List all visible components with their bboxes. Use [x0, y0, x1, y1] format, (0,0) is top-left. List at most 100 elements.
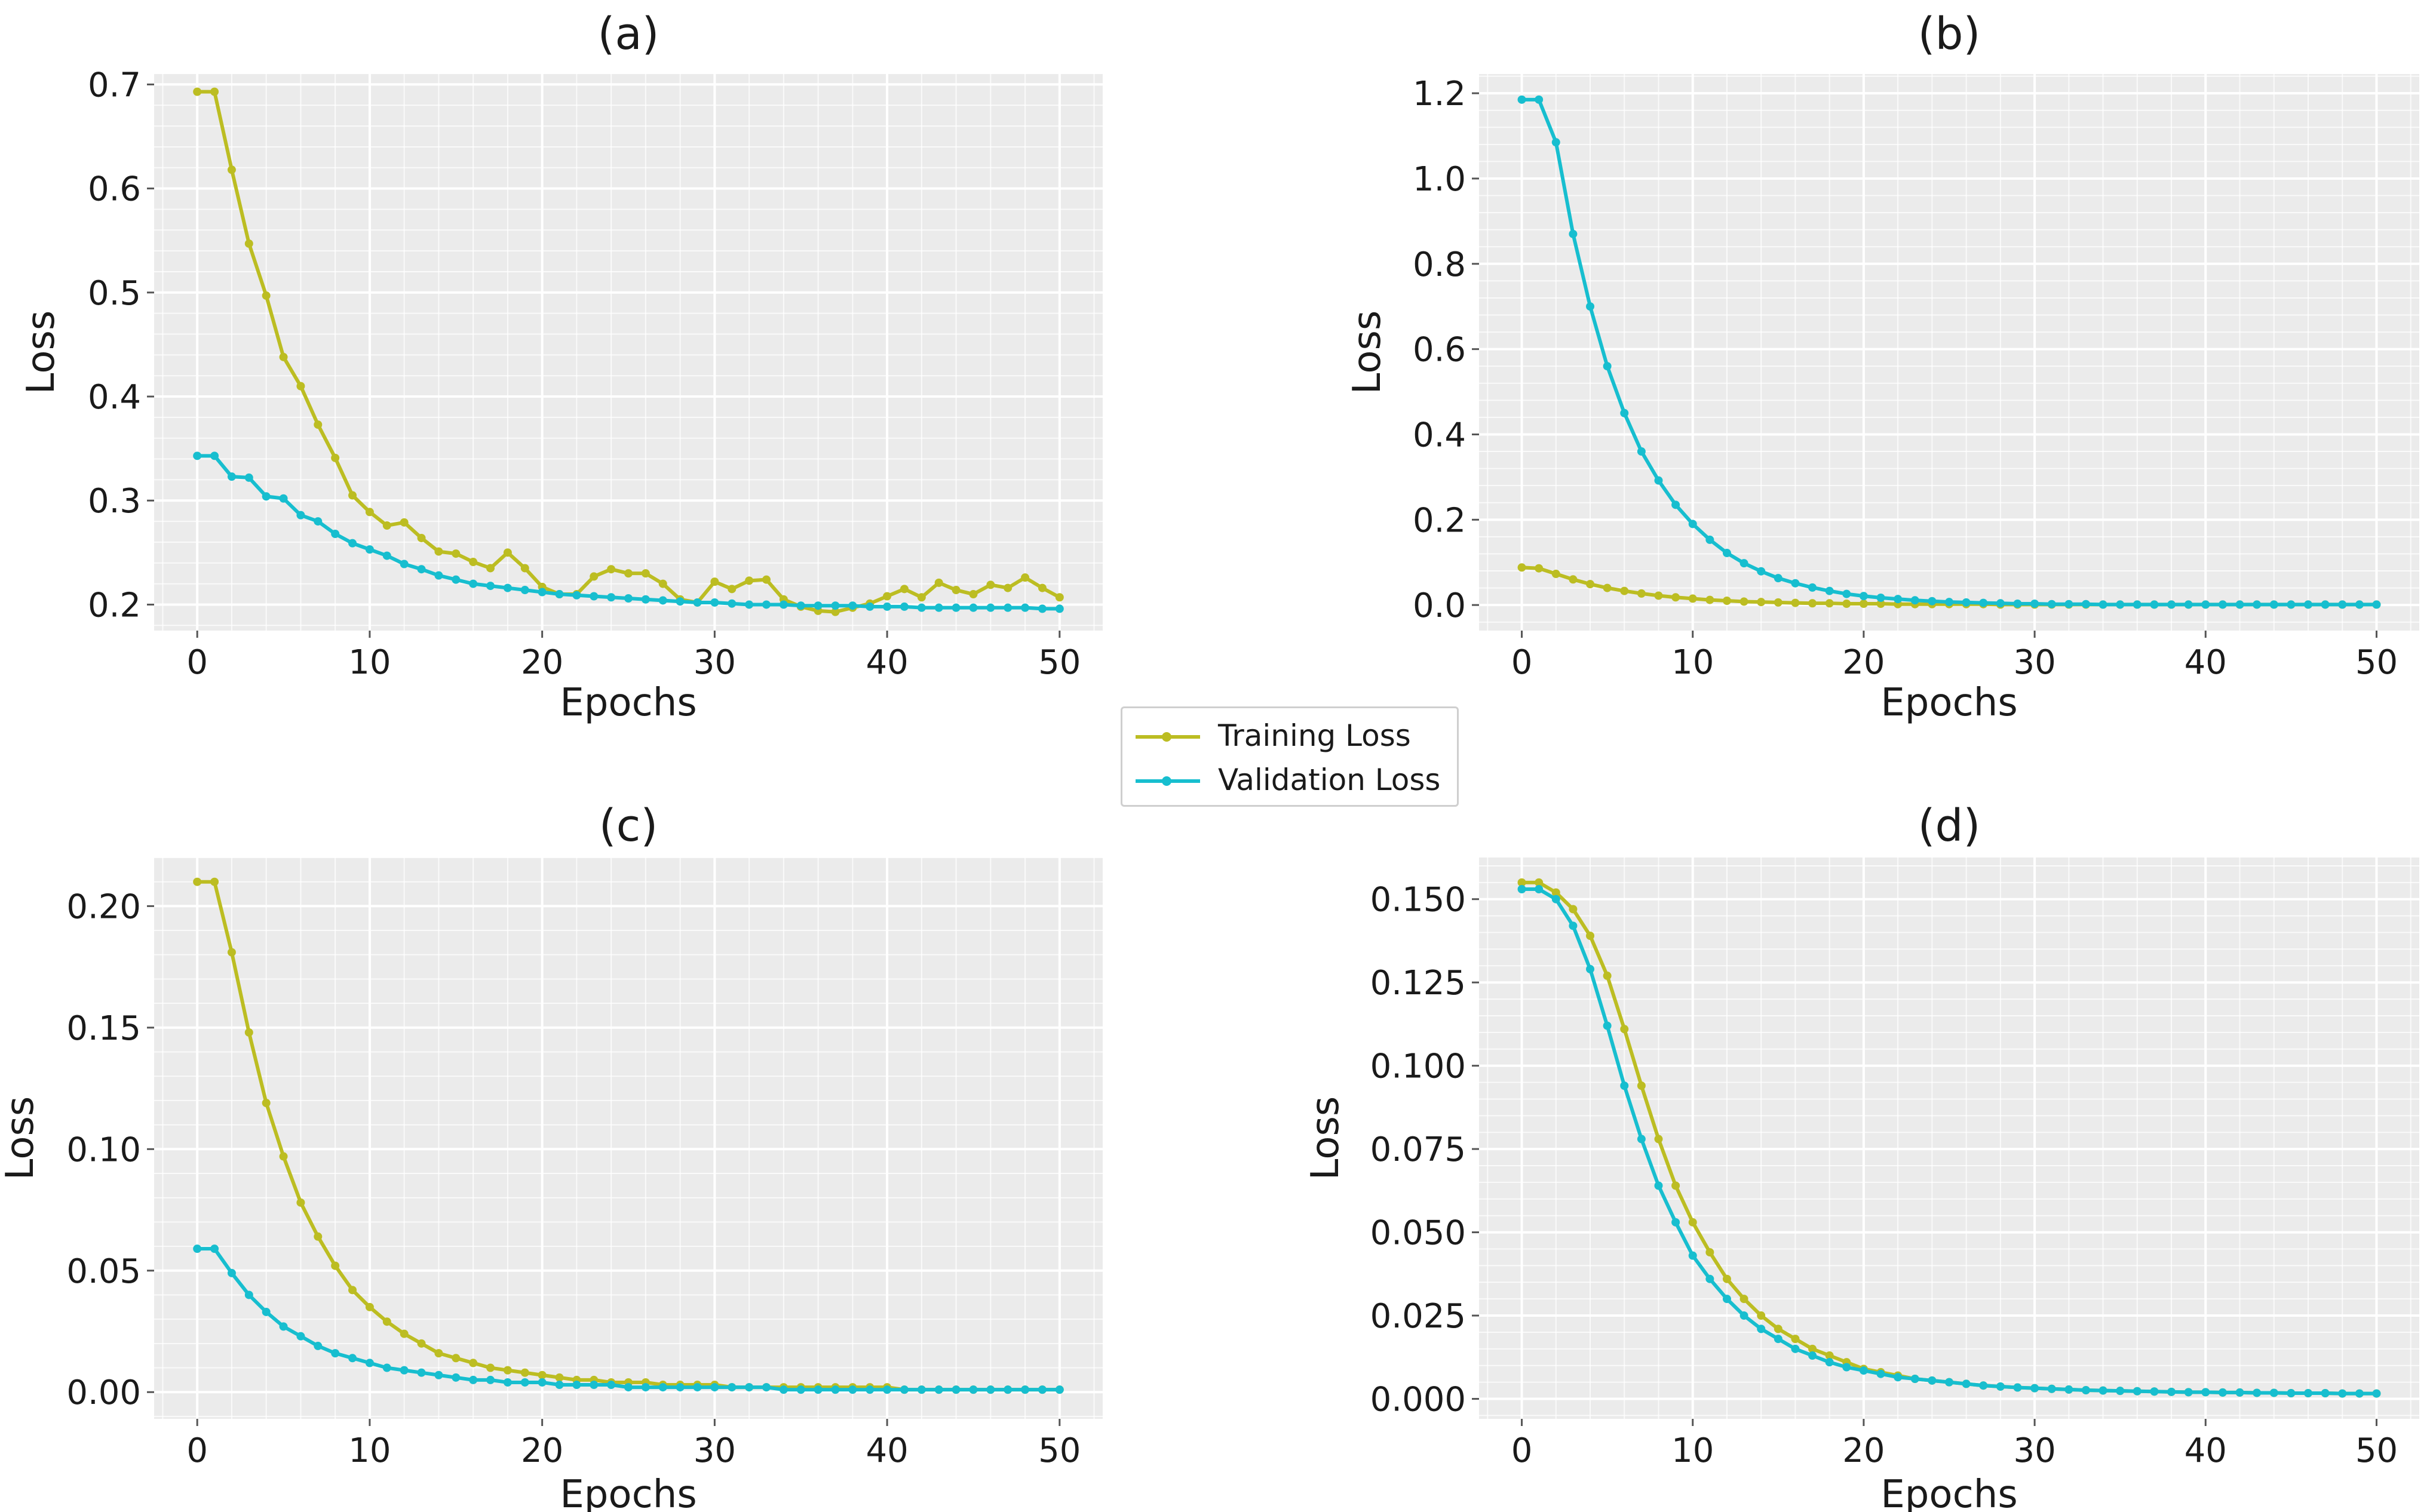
data-point-validation	[193, 1244, 202, 1253]
data-point-training	[641, 569, 650, 578]
data-point-training	[400, 518, 409, 527]
data-point-validation	[2098, 1386, 2107, 1395]
data-point-validation	[2303, 600, 2312, 609]
data-point-validation	[1569, 229, 1578, 238]
y-tick-label: 0.4	[88, 378, 141, 417]
data-point-training	[210, 87, 219, 96]
data-point-validation	[1791, 1344, 1800, 1353]
data-point-validation	[279, 1322, 288, 1331]
data-point-training	[417, 533, 426, 542]
data-point-validation	[624, 1383, 633, 1392]
data-point-validation	[244, 1290, 253, 1299]
data-point-validation	[848, 1385, 857, 1394]
x-tick-label: 0	[186, 643, 208, 682]
data-point-validation	[934, 1385, 943, 1394]
data-point-validation	[2064, 600, 2073, 609]
data-point-validation	[1004, 603, 1013, 612]
x-tick-label: 40	[866, 643, 908, 682]
y-tick-label: 0.000	[1370, 1381, 1466, 1419]
data-point-training	[331, 453, 340, 462]
y-axis-label: Loss	[19, 311, 63, 394]
data-point-validation	[1705, 1274, 1714, 1283]
data-point-training	[1705, 1248, 1714, 1257]
y-tick-label: 0.125	[1370, 964, 1466, 1003]
data-point-validation	[1979, 598, 1988, 607]
x-tick-label: 20	[1842, 1431, 1885, 1470]
data-point-validation	[814, 1385, 823, 1394]
data-point-validation	[520, 1378, 529, 1387]
data-point-validation	[417, 1368, 426, 1377]
data-point-validation	[1055, 604, 1064, 613]
y-tick-label: 0.05	[66, 1252, 141, 1291]
data-point-validation	[2218, 600, 2227, 609]
data-point-validation	[2201, 1388, 2210, 1397]
data-point-validation	[2355, 600, 2364, 609]
data-point-training	[1671, 593, 1680, 602]
x-tick-label: 0	[1511, 643, 1533, 682]
data-point-validation	[2372, 1389, 2381, 1398]
data-point-validation	[1791, 579, 1800, 588]
data-point-validation	[2253, 600, 2262, 609]
data-point-validation	[262, 492, 271, 501]
data-point-validation	[555, 590, 564, 599]
data-point-training	[1774, 598, 1782, 607]
data-point-training	[452, 549, 461, 558]
data-point-validation	[331, 1349, 340, 1358]
data-point-training	[1705, 595, 1714, 604]
data-point-validation	[866, 602, 875, 611]
data-point-training	[538, 1370, 547, 1379]
data-point-validation	[745, 600, 754, 609]
x-tick-label: 20	[521, 643, 563, 682]
y-tick-label: 0.2	[88, 586, 141, 625]
data-point-validation	[382, 551, 391, 560]
x-tick-label: 20	[521, 1431, 563, 1470]
data-point-validation	[210, 1244, 219, 1253]
data-point-validation	[814, 601, 823, 610]
data-point-training	[1637, 589, 1646, 598]
data-point-validation	[314, 517, 323, 526]
data-point-training	[1569, 575, 1578, 584]
chart-panel-1: 0 10 20 30 40 50 0.2 0.3 0.4 0.5 0.6 0.7 (a) Epochs Lo…	[19, 8, 1103, 725]
x-tick-label: 30	[694, 1431, 736, 1470]
data-point-training	[710, 577, 719, 586]
data-point-validation	[779, 600, 788, 609]
data-point-training	[400, 1329, 409, 1338]
data-point-validation	[1004, 1385, 1013, 1394]
x-axis-label: Epochs	[560, 681, 697, 725]
data-point-validation	[2269, 1388, 2278, 1397]
data-point-validation	[1945, 1378, 1953, 1387]
data-point-validation	[1620, 408, 1629, 417]
data-point-training	[1055, 593, 1064, 602]
data-point-training	[279, 352, 288, 361]
data-point-validation	[2355, 1389, 2364, 1398]
data-point-validation	[641, 595, 650, 604]
data-point-validation	[1774, 574, 1782, 583]
data-point-training	[1551, 888, 1560, 897]
data-point-validation	[1535, 95, 1544, 104]
y-axis-label: Loss	[1303, 1096, 1348, 1180]
data-point-validation	[607, 593, 616, 602]
data-point-validation	[520, 586, 529, 595]
data-point-validation	[1722, 1295, 1731, 1304]
data-point-validation	[883, 1385, 892, 1394]
data-point-validation	[1842, 1363, 1851, 1372]
data-point-validation	[658, 1383, 667, 1392]
data-point-training	[1688, 1218, 1697, 1227]
data-point-validation	[1038, 1385, 1047, 1394]
data-point-validation	[693, 1383, 702, 1392]
data-point-validation	[1637, 1135, 1646, 1144]
data-point-validation	[1603, 1021, 1612, 1030]
data-point-training	[193, 87, 202, 96]
data-point-validation	[1038, 604, 1047, 613]
data-point-validation	[572, 1381, 581, 1390]
data-point-training	[1739, 597, 1748, 606]
legend-validation-marker-icon	[1162, 776, 1171, 786]
data-point-validation	[1671, 500, 1680, 509]
x-tick-label: 50	[2355, 1431, 2398, 1470]
x-tick-label: 40	[2185, 1431, 2227, 1470]
data-point-validation	[1962, 1379, 1971, 1388]
data-point-validation	[1757, 567, 1766, 576]
data-point-validation	[210, 451, 219, 460]
data-point-training	[1774, 1324, 1782, 1333]
x-tick-label: 30	[2013, 1431, 2055, 1470]
